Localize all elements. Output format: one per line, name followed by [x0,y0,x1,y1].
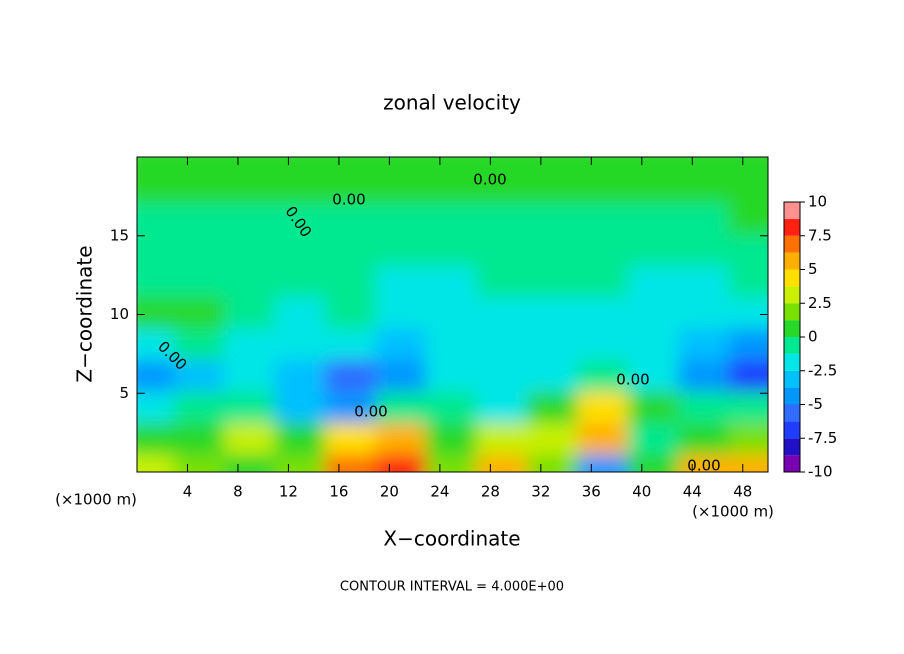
colorbar-tick-label: 5 [808,260,818,278]
x-unit-label: (×1000 m) [692,503,774,521]
colorbar-tick-label: 7.5 [808,226,832,244]
colorbar-swatch [784,438,800,456]
colorbar-swatch [784,320,800,337]
x-tick-label: 4 [183,483,193,501]
colorbar-swatch [784,353,800,371]
cell [728,157,768,203]
x-tick-label: 28 [481,483,500,501]
colorbar-tick-label: 0 [808,328,818,346]
contour-label: 0.00 [332,191,365,209]
colorbar-swatch [784,370,800,388]
cells [137,157,768,472]
y-tick-label: 5 [119,384,129,402]
colorbar-tick-label: -5 [808,395,823,413]
contour-label: 0.00 [616,371,649,389]
contour-label: 0.00 [473,171,506,189]
chart-title: zonal velocity [383,91,521,115]
colorbar-swatch [784,202,800,219]
colorbar-swatch [784,303,800,321]
colorbar-swatch [784,286,800,304]
x-tick-label: 12 [279,483,298,501]
x-tick-label: 8 [233,483,243,501]
contour-label: 0.00 [687,457,720,475]
colorbar-swatch [784,337,800,354]
colorbar-swatch [784,421,800,439]
colorbar-swatch [784,269,800,287]
x-tick-label: 40 [632,483,651,501]
colorbar-swatch [784,387,800,405]
y-tick-label: 10 [110,305,129,323]
x-tick-label: 16 [329,483,348,501]
x-tick-label: 48 [733,483,752,501]
colorbar-tick-label: 2.5 [808,294,832,312]
x-tick-label: 36 [582,483,601,501]
colorbar-swatch [784,404,800,422]
colorbar-swatch [784,235,800,253]
colorbar-tick-label: -2.5 [808,361,837,379]
y-unit-label: (×1000 m) [55,491,137,509]
colorbar-swatch [784,218,800,236]
x-tick-label: 20 [380,483,399,501]
colorbar-tick-label: -10 [808,463,833,481]
contour-label: 0.00 [354,403,387,421]
colorbar-swatch [784,252,800,270]
x-tick-label: 44 [683,483,702,501]
field [137,157,768,472]
colorbar-swatch [784,455,800,472]
x-tick-label: 32 [531,483,550,501]
x-tick-label: 24 [430,483,449,501]
y-axis-label: Z−coordinate [73,245,97,382]
x-axis-label: X−coordinate [383,527,520,551]
colorbar-tick-label: -7.5 [808,429,837,447]
colorbar-tick-label: 10 [808,193,827,211]
footer: CONTOUR INTERVAL = 4.000E+00 [340,580,564,595]
y-tick-label: 15 [110,226,129,244]
